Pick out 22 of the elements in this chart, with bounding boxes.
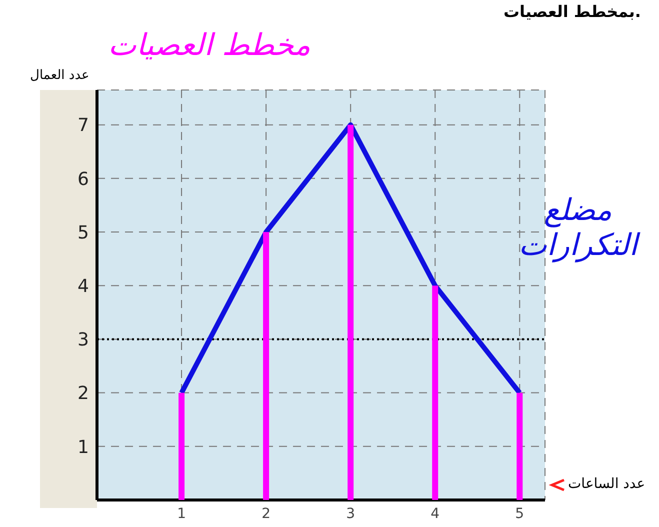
y-tick-label: 3: [78, 330, 89, 351]
y-tick-label: 4: [78, 276, 89, 298]
bar: [178, 392, 185, 500]
bar: [432, 286, 438, 500]
y-tick-label: 6: [78, 168, 89, 190]
y-tick-label: 5: [78, 222, 89, 244]
bar: [348, 124, 354, 500]
x-tick-label: 5: [515, 506, 524, 522]
y-tick-label: 7: [78, 115, 89, 136]
x-tick-label: 3: [346, 506, 356, 522]
y-tick-label: 1: [78, 436, 89, 458]
x-tick-label: 2: [262, 506, 271, 522]
chart-title: بمخطط العصيات.: [503, 2, 641, 21]
text: مضلع التكرارات: [517, 193, 642, 263]
y-axis-title: عدد العمال: [30, 68, 90, 83]
bar: [263, 232, 270, 500]
y-tick-label: 2: [78, 383, 89, 404]
text: مخطط العصيات: [108, 28, 310, 63]
x-tick-label: 1: [177, 506, 186, 522]
x-axis-title: عدد الساعات: [568, 476, 646, 492]
x-tick-label: 4: [430, 506, 440, 522]
bar: [516, 392, 523, 500]
